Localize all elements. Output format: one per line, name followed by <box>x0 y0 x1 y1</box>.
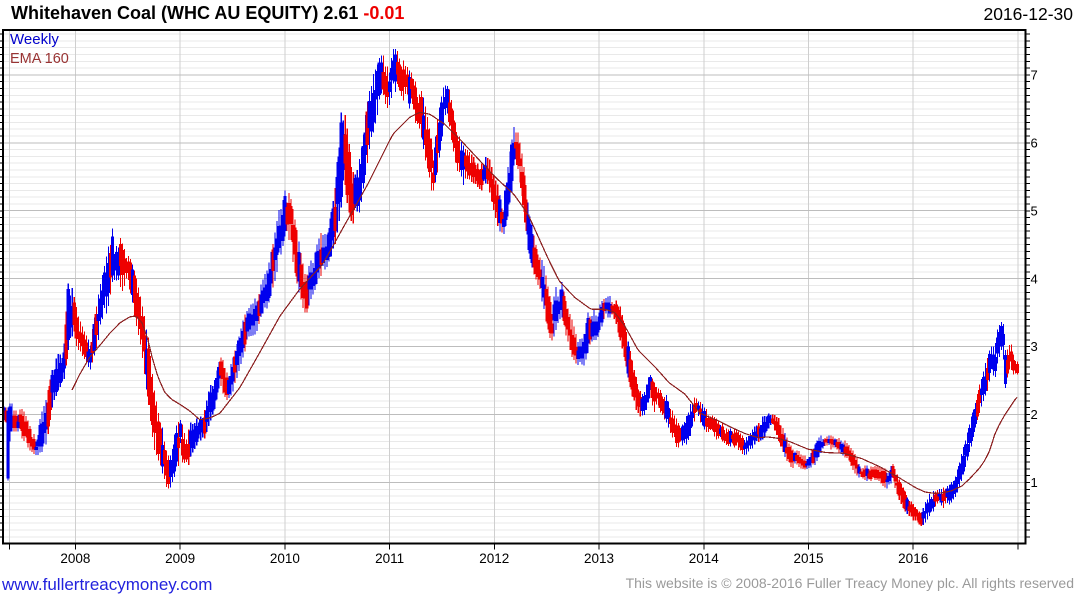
svg-text:2010: 2010 <box>270 551 300 566</box>
svg-text:2013: 2013 <box>584 551 614 566</box>
svg-text:2014: 2014 <box>689 551 720 566</box>
svg-text:2016: 2016 <box>898 551 928 566</box>
svg-text:6: 6 <box>1031 135 1038 150</box>
svg-text:2011: 2011 <box>375 551 404 566</box>
svg-text:2015: 2015 <box>793 551 823 566</box>
svg-text:3: 3 <box>1031 339 1038 354</box>
svg-text:2: 2 <box>1031 407 1038 422</box>
svg-text:4: 4 <box>1031 271 1038 286</box>
svg-text:5: 5 <box>1031 203 1038 218</box>
svg-text:2008: 2008 <box>60 551 90 566</box>
svg-text:2012: 2012 <box>479 551 509 566</box>
svg-text:7: 7 <box>1031 68 1038 83</box>
svg-text:1: 1 <box>1031 475 1038 490</box>
svg-text:2009: 2009 <box>165 551 195 566</box>
